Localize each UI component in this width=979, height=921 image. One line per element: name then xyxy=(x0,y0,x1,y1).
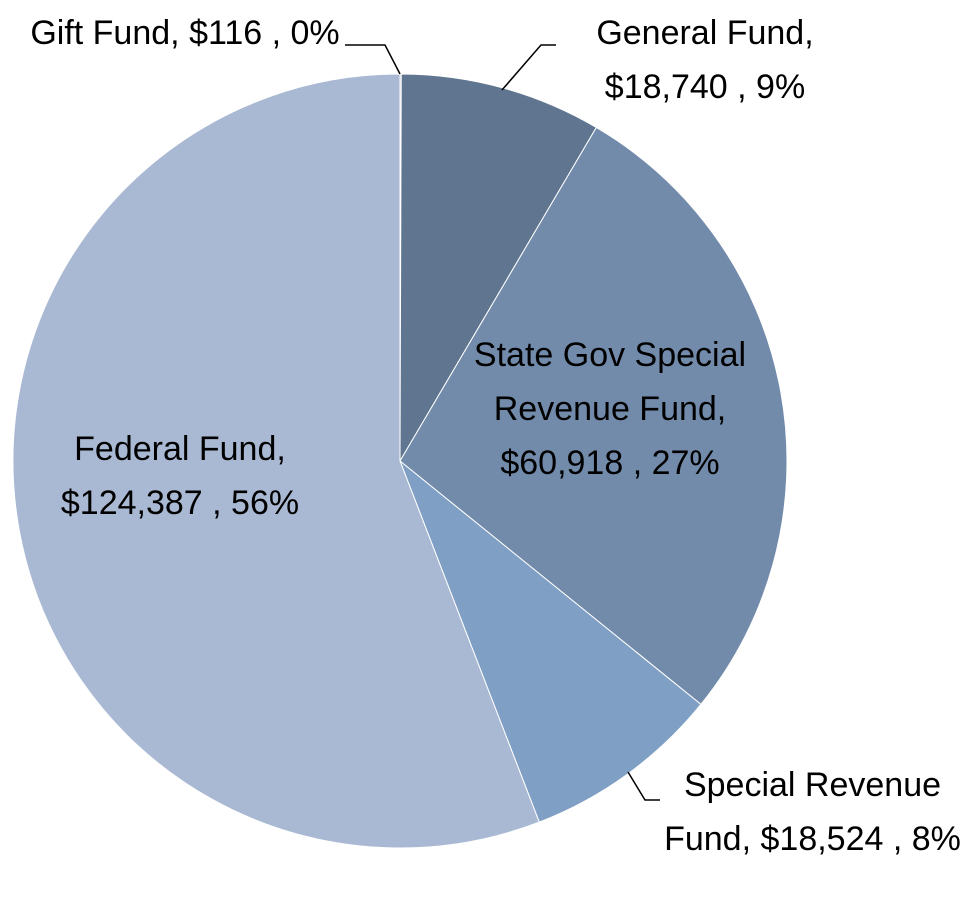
value-label: $18,740 , 9% xyxy=(604,68,806,106)
data-label: State Gov Special Revenue Fund, $60,918 … xyxy=(440,328,780,490)
category-label: General Fund, xyxy=(596,14,814,52)
data-label: Federal Fund, $124,387 , 56% xyxy=(10,422,350,530)
value-label: $18,524 , 8% xyxy=(760,820,961,858)
data-label: General Fund, $18,740 , 9% xyxy=(545,6,865,114)
pie-slice xyxy=(12,73,540,849)
leader-line xyxy=(627,771,660,801)
value-label: $124,387 , 56% xyxy=(60,484,300,522)
value-label: $116 , 0% xyxy=(189,14,340,52)
category-label: Federal Fund, xyxy=(74,430,286,468)
category-label: State Gov Special Revenue Fund, xyxy=(473,336,747,428)
leader-line xyxy=(345,44,401,75)
value-label: $60,918 , 27% xyxy=(500,444,720,482)
category-label: Gift Fund, xyxy=(30,14,180,52)
pie-slice xyxy=(399,126,788,706)
data-label: Gift Fund, $116 , 0% xyxy=(20,6,350,60)
category-label: Special Revenue Fund, xyxy=(664,766,942,858)
pie-slice xyxy=(399,73,598,463)
pie-slice xyxy=(398,459,702,823)
data-label: Special Revenue Fund, $18,524 , 8% xyxy=(650,758,975,866)
leader-line xyxy=(501,44,556,91)
